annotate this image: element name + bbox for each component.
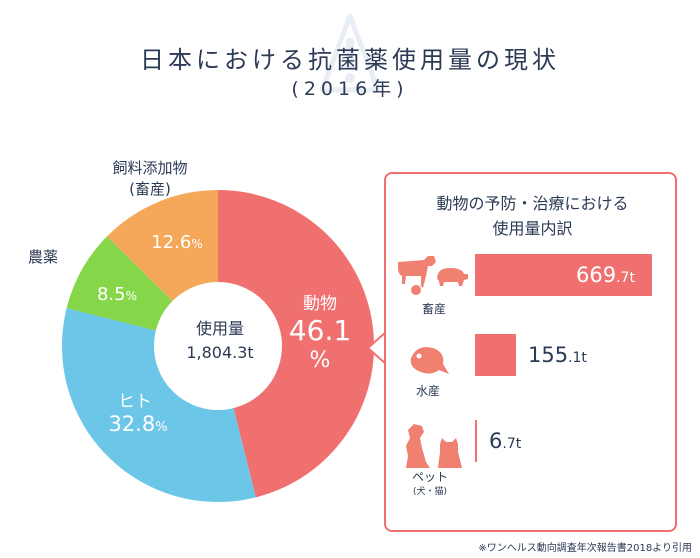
slice-value-human-number: 32.8 [108,412,156,436]
center-label: 使用量 [195,319,244,338]
slice-agri [66,236,173,331]
bar-category-pet-sub: (犬・猫) [412,487,448,497]
panel-title-line2: 使用量内訳 [492,219,573,238]
slice-name-human: ヒト [118,392,152,412]
bar-category-livestock: 畜産 [421,302,446,316]
bar-fishery [475,334,516,376]
slice-value-agri: 8.5% [82,284,152,307]
slice-value-animal: 46.1 % [280,314,360,374]
bar-value-pet: 6.7t [489,426,521,459]
slice-value-agri-unit: % [125,289,138,303]
bar-value-pet-int: 6 [489,429,503,453]
slice-value-human: 32.8% [88,414,188,438]
slice-value-feed-unit: % [191,237,203,251]
bar-livestock [475,254,652,296]
warning-icon [319,13,381,93]
panel-title: 動物の予防・治療における 使用量内訳 [386,191,679,241]
slice-name-feed-line1: 飼料添加物 [112,159,188,177]
bar-value-livestock-int: 669 [576,263,617,287]
bar-value-livestock: 669.7t [576,260,635,293]
bar-category-pet: ペット (犬・猫) [408,470,452,500]
slice-value-animal-number: 46.1 [288,314,352,347]
center-value: 1,804.3t [186,343,254,362]
bar-value-fishery: 155.1t [528,340,587,373]
panel-title-line1: 動物の予防・治療における [436,194,629,213]
slice-human [61,308,256,502]
bar-value-pet-dec: .7t [502,436,522,452]
bar-category-pet-name: ペット [411,470,448,484]
slice-value-agri-number: 8.5 [96,284,126,305]
fish-icon [410,347,449,374]
slice-value-feed: 12.6% [132,232,222,255]
bar-category-fishery: 水産 [415,384,440,398]
slice-name-feed-line2: (畜産) [129,180,171,198]
slice-value-animal-unit: % [309,348,331,373]
slice-name-feed: 飼料添加物 (畜産) [90,158,210,200]
slice-animal [218,190,374,498]
slice-value-human-unit: % [155,420,168,435]
bar-value-fishery-dec: .1t [568,350,587,366]
slice-value-feed-number: 12.6 [151,232,192,253]
page-title: 日本における抗菌薬使用量の現状 [140,46,560,74]
bar-value-fishery-int: 155 [527,343,569,367]
slice-name-animal: 動物 [303,294,337,314]
slice-name-agri: 農薬 [27,248,58,266]
livestock-icon [398,256,468,295]
callout-pointer [366,331,387,365]
bar-pet [475,420,477,462]
page-subtitle: (2016年) [291,78,409,100]
bar-value-livestock-dec: .7t [616,270,635,286]
slice-feed [107,190,218,302]
source-note: ※ワンヘルス動向調査年次報告書2018より引用 [478,543,692,554]
pet-icon [406,424,462,468]
